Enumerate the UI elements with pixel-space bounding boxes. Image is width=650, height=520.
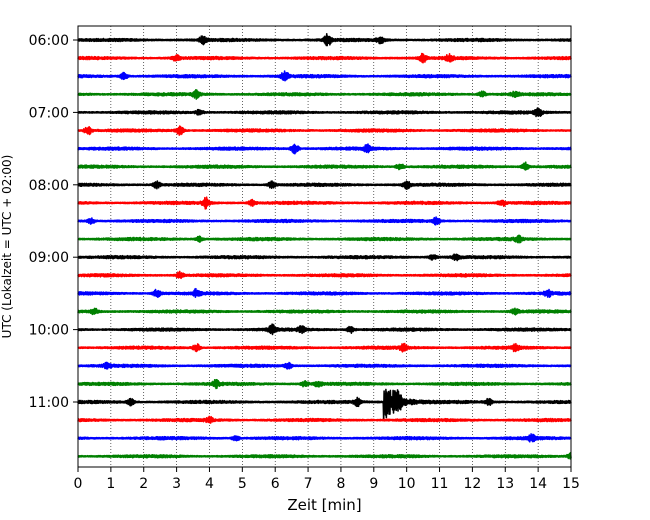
y-axis-ticks: 06:00 07:00 08:00 09:00 10:00 11:00 xyxy=(29,33,78,411)
y-tick-label: 08:00 xyxy=(29,178,69,194)
trace-1015 xyxy=(77,342,572,353)
x-tick-label: 1 xyxy=(106,476,115,492)
x-tick-label: 15 xyxy=(562,476,580,492)
trace-line xyxy=(77,33,572,47)
trace-1000 xyxy=(77,323,572,336)
trace-line xyxy=(77,125,572,136)
trace-0630 xyxy=(77,70,572,82)
trace-0800 xyxy=(77,180,572,191)
x-tick-label: 2 xyxy=(139,476,148,492)
x-tick-label: 13 xyxy=(496,476,514,492)
trace-line xyxy=(77,342,572,353)
trace-0845 xyxy=(77,234,572,244)
x-tick-label: 5 xyxy=(238,476,247,492)
trace-0730 xyxy=(77,143,572,155)
trace-line xyxy=(77,143,572,155)
x-axis-label: Zeit [min] xyxy=(287,496,361,514)
trace-0745 xyxy=(77,161,572,171)
x-tick-label: 4 xyxy=(205,476,214,492)
trace-0715 xyxy=(77,125,572,136)
trace-line xyxy=(77,107,572,118)
seismogram-traces xyxy=(77,33,572,460)
x-tick-label: 14 xyxy=(529,476,547,492)
trace-line xyxy=(77,323,572,336)
y-tick-label: 06:00 xyxy=(29,33,69,49)
trace-line xyxy=(77,234,572,244)
y-axis-label: UTC (Lokalzeit = UTC + 02:00) xyxy=(0,155,14,339)
y-tick-label: 10:00 xyxy=(29,323,69,339)
x-tick-label: 11 xyxy=(431,476,449,492)
x-tick-label: 0 xyxy=(74,476,83,492)
trace-0900 xyxy=(77,253,572,262)
trace-0830 xyxy=(77,216,572,226)
trace-0600 xyxy=(77,33,572,47)
trace-line xyxy=(77,196,572,210)
trace-line xyxy=(77,388,572,421)
x-tick-label: 8 xyxy=(336,476,345,492)
trace-0615 xyxy=(77,52,572,64)
trace-line xyxy=(77,433,572,443)
trace-1145 xyxy=(77,452,572,460)
trace-line xyxy=(77,452,572,460)
x-tick-label: 12 xyxy=(463,476,481,492)
trace-1030 xyxy=(77,361,572,370)
x-tick-label: 7 xyxy=(304,476,313,492)
y-tick-label: 09:00 xyxy=(29,250,69,266)
plot-frame xyxy=(77,25,572,468)
trace-line xyxy=(77,287,572,298)
x-tick-label: 10 xyxy=(398,476,416,492)
y-tick-label: 07:00 xyxy=(29,105,69,121)
trace-1130 xyxy=(77,433,572,443)
trace-line xyxy=(77,216,572,226)
y-tick-label: 11:00 xyxy=(29,395,69,411)
trace-1100 xyxy=(77,388,572,421)
trace-line xyxy=(77,378,572,390)
x-axis-ticks: 0 1 2 3 4 5 6 7 8 9 10 11 12 13 14 15 xyxy=(74,467,580,492)
trace-line xyxy=(77,415,572,424)
trace-line xyxy=(77,161,572,171)
trace-line xyxy=(77,52,572,64)
trace-1045 xyxy=(77,378,572,390)
trace-line xyxy=(77,70,572,82)
x-tick-label: 9 xyxy=(369,476,378,492)
trace-0930 xyxy=(77,287,572,298)
trace-0700 xyxy=(77,107,572,118)
trace-0915 xyxy=(77,270,572,280)
trace-line xyxy=(77,88,572,100)
x-tick-label: 6 xyxy=(271,476,280,492)
trace-0815 xyxy=(77,196,572,210)
trace-line xyxy=(77,270,572,280)
trace-line xyxy=(77,361,572,370)
trace-1115 xyxy=(77,415,572,424)
x-tick-label: 3 xyxy=(172,476,181,492)
trace-0645 xyxy=(77,88,572,100)
trace-line xyxy=(77,180,572,191)
trace-0945 xyxy=(77,307,572,316)
trace-line xyxy=(77,307,572,316)
trace-line xyxy=(77,253,572,262)
